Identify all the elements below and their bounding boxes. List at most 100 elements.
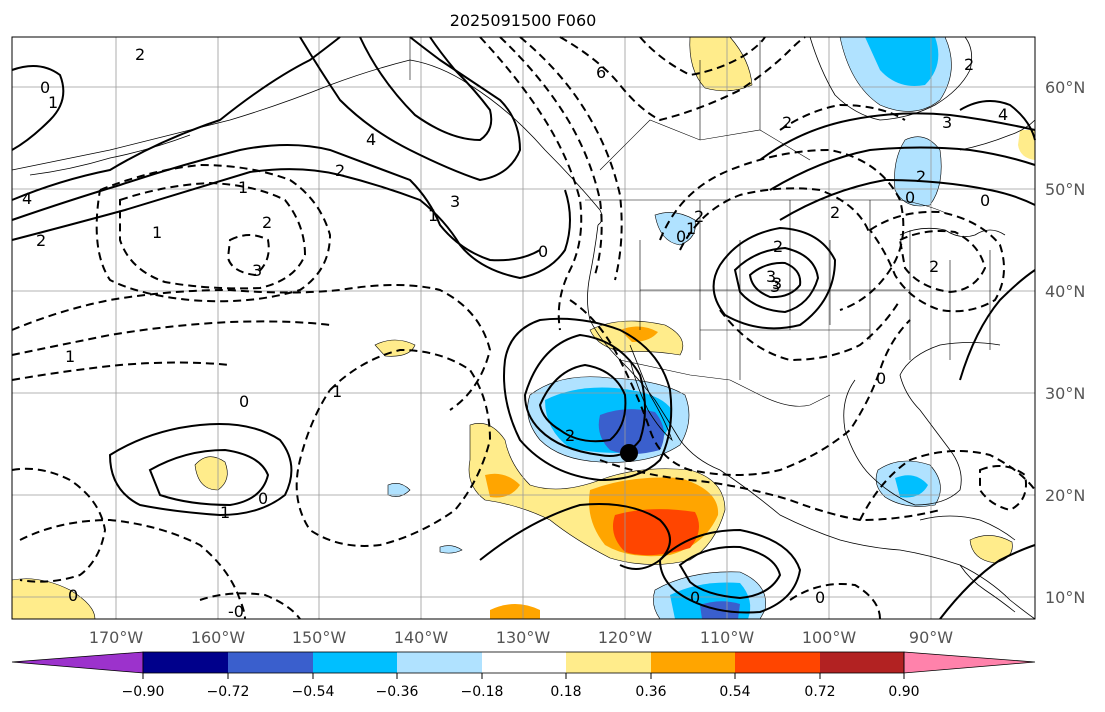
contours-dashed (11, 36, 1036, 620)
contour-dashed-9 (519, 36, 623, 281)
contour-dashed-12 (659, 148, 905, 311)
clabel-18: 1 (686, 219, 696, 238)
lon-label-170w: 170°W (89, 628, 144, 647)
shade-orange-north-baja (620, 326, 658, 342)
colorbar-segment-4 (397, 652, 482, 673)
lat-label-20n: 20°N (1045, 486, 1085, 505)
clabel-6: 2 (335, 161, 345, 180)
clabel-41: 1 (220, 503, 230, 522)
clabel-35: 2 (565, 426, 575, 445)
shade-small-blue-1 (387, 483, 411, 497)
cb-label-3: −0.54 (292, 684, 335, 700)
shade-orange-bottom (490, 604, 540, 619)
colorbar-frame (142, 651, 905, 674)
clabel-3: 1 (48, 93, 58, 112)
contour-solid-4 (299, 36, 522, 182)
colorbar-segment-2 (228, 652, 313, 673)
contour-solid-8 (733, 246, 820, 314)
lon-label-150w: 150°W (292, 628, 347, 647)
alaska-peninsula (29, 134, 191, 176)
cb-label-4: −0.36 (376, 684, 419, 700)
clabel-28: 2 (916, 167, 926, 186)
clabel-19: 2 (773, 237, 783, 256)
clabel-13: 2 (262, 213, 272, 232)
contour-dashed-23 (979, 465, 1027, 512)
colorbar-segment-5 (482, 652, 566, 673)
colorbar-segment-3 (313, 652, 397, 673)
clabel-15: 3 (252, 261, 262, 280)
hudson-bay (809, 36, 973, 121)
contour-dashed-10 (559, 36, 806, 122)
lat-label-40n: 40°N (1045, 282, 1085, 301)
clabel-31: 1 (65, 347, 75, 366)
contour-dashed-8 (499, 36, 603, 276)
storm-center-marker (620, 444, 638, 462)
colorbar-ticks (142, 673, 905, 679)
contour-dashed-11 (639, 36, 766, 77)
shade-yellow-mid (374, 339, 416, 357)
colorbar-segment-6 (566, 652, 651, 673)
contour-solid-9 (748, 261, 802, 299)
cb-label-2: −0.72 (207, 684, 250, 700)
map-frame (11, 36, 1036, 620)
clabel-9: 2 (36, 231, 46, 250)
great-lakes (899, 227, 1006, 238)
clabel-34: 0 (68, 586, 78, 605)
contour-dashed-17 (599, 459, 941, 522)
shade-yellow-hawaii (194, 456, 228, 491)
colorbar-tick-labels: −0.90 −0.72 −0.54 −0.36 −0.18 0.18 0.36 … (122, 684, 920, 700)
contour-solid-23 (479, 503, 671, 570)
clabel-25: 2 (964, 55, 974, 74)
clabel-5: 4 (366, 130, 376, 149)
map-panel: 2 6 1 0 4 2 1 0 2 1 3 4 2 1 3 2 0 1 2 2 … (11, 36, 1036, 621)
contour-dashed-1 (95, 163, 332, 303)
central-america (959, 564, 1016, 613)
lon-label-130w: 130°W (496, 628, 551, 647)
shade-royal-baja (598, 409, 664, 454)
clabel-12: 4 (22, 189, 32, 208)
colorbar: −0.90 −0.72 −0.54 −0.36 −0.18 0.18 0.36 … (11, 651, 1036, 700)
cb-label-8: 0.54 (719, 684, 750, 700)
lon-label-110w: 110°W (700, 628, 755, 647)
lon-label-90w: 90°W (909, 628, 953, 647)
colorbar-extend-low (11, 651, 144, 674)
contour-dashed-6 (11, 361, 231, 381)
colorbar-extend-high (903, 651, 1036, 674)
clabel-14: 1 (152, 223, 162, 242)
clabel-10: 1 (428, 206, 438, 225)
contour-solid-17 (658, 528, 802, 614)
clabel-2: 6 (596, 63, 606, 82)
lon-label-120w: 120°W (598, 628, 653, 647)
clabel-30: 2 (929, 257, 939, 276)
lon-label-140w: 140°W (394, 628, 449, 647)
clabel-33: -0 (228, 602, 244, 621)
contour-dashed-7 (479, 36, 583, 331)
clabel-17: 0 (676, 227, 686, 246)
cb-label-1: −0.90 (122, 684, 165, 700)
contour-dashed-14 (868, 210, 1005, 313)
contour-dashed-19 (11, 467, 107, 583)
clabel-39: 0 (815, 588, 825, 607)
latitude-labels: 60°N 50°N 40°N 30°N 20°N 10°N (1045, 78, 1085, 607)
contour-dashed-2 (119, 181, 307, 290)
contour-solid-12 (779, 178, 1036, 221)
shade-yellow-sw (11, 578, 96, 620)
contour-dashed-18 (295, 348, 492, 547)
shade-orange-small (485, 473, 520, 498)
contour-dashed-22 (859, 450, 1036, 521)
clabel-11: 3 (450, 192, 460, 211)
clabel-16: 2 (694, 207, 704, 226)
contour-dashed-24 (779, 103, 906, 131)
clabel-23: 3 (770, 277, 780, 296)
colorbar-segment-9 (820, 652, 904, 673)
contour-dashed-20 (19, 518, 246, 620)
clabel-22: 2 (782, 113, 792, 132)
lon-label-160w: 160°W (191, 628, 246, 647)
clabel-1: 2 (135, 45, 145, 64)
contour-solid-22 (959, 269, 1036, 381)
canada-provinces (599, 40, 811, 171)
clabel-26: 0 (980, 191, 990, 210)
longitude-labels: 170°W 160°W 150°W 140°W 130°W 120°W 110°… (89, 628, 953, 647)
cb-label-7: 0.36 (635, 684, 666, 700)
